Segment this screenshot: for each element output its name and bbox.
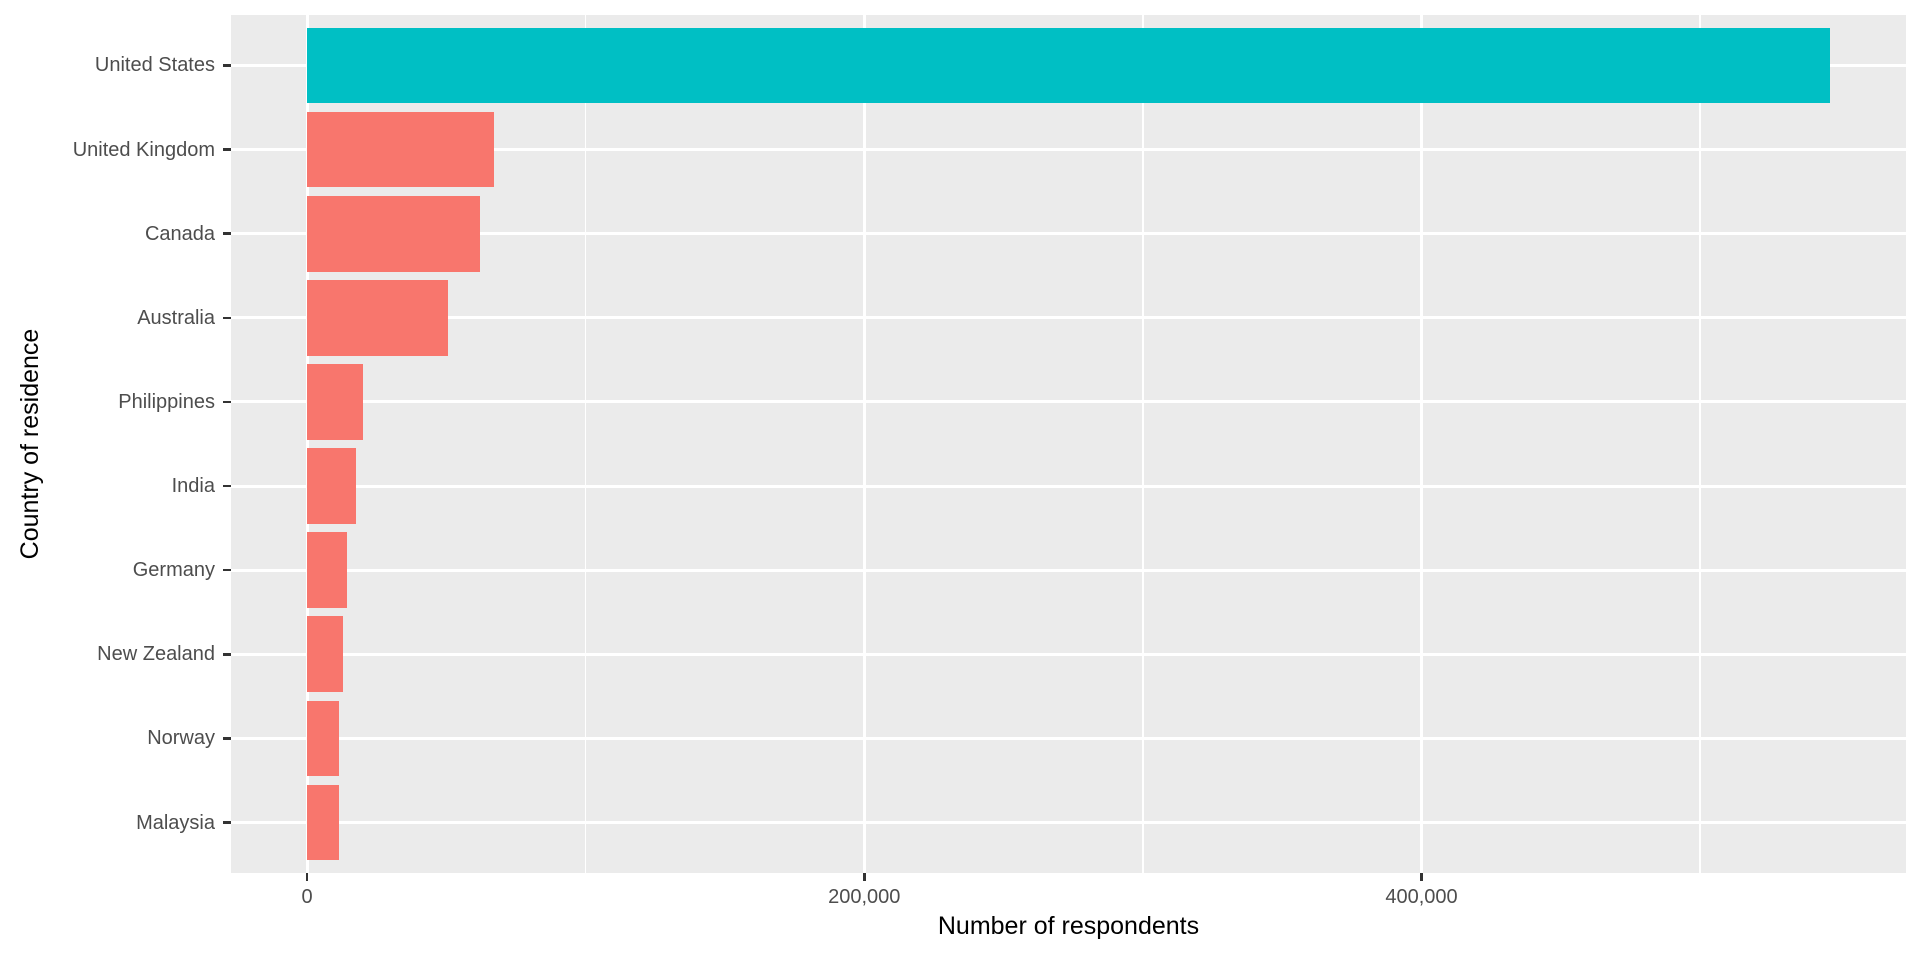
minor-vertical-gridline <box>1699 15 1701 873</box>
x-tick-mark <box>1420 873 1423 881</box>
y-tick-mark <box>223 484 231 488</box>
major-vertical-gridline <box>1419 15 1423 873</box>
y-tick-mark <box>223 653 231 656</box>
major-horizontal-gridline <box>231 821 1906 825</box>
x-tick-mark <box>305 873 309 881</box>
major-horizontal-gridline <box>231 736 1906 740</box>
x-axis-title: Number of respondents <box>937 912 1200 940</box>
x-tick-label: 400,000 <box>1385 886 1458 908</box>
plot-panel <box>231 15 1906 873</box>
y-tick-label: United States <box>94 54 215 77</box>
y-tick-label: Germany <box>132 559 215 582</box>
y-tick-mark <box>223 821 231 824</box>
y-tick-label: Australia <box>137 306 215 329</box>
y-tick-label: United Kingdom <box>72 138 215 161</box>
x-tick-label: 200,000 <box>828 886 901 908</box>
y-tick-mark <box>223 400 231 404</box>
x-tick-mark <box>863 873 866 881</box>
y-tick-mark <box>223 232 231 235</box>
bar-united-states <box>307 27 1830 104</box>
major-horizontal-gridline <box>231 400 1906 404</box>
y-tick-label: Canada <box>144 222 215 245</box>
x-tick-label: 0 <box>301 886 313 908</box>
minor-vertical-gridline <box>1142 15 1144 873</box>
bar-new-zealand <box>307 616 344 693</box>
major-horizontal-gridline <box>231 484 1906 488</box>
y-tick-label: New Zealand <box>97 643 215 666</box>
major-horizontal-gridline <box>231 232 1906 236</box>
bar-malaysia <box>307 784 340 861</box>
bar-germany <box>307 532 347 609</box>
y-tick-mark <box>223 568 231 572</box>
bar-canada <box>307 195 480 272</box>
bar-australia <box>307 279 449 356</box>
major-horizontal-gridline <box>231 148 1906 152</box>
bar-united-kingdom <box>307 111 494 188</box>
minor-vertical-gridline <box>584 15 587 873</box>
y-tick-mark <box>223 148 231 151</box>
major-vertical-gridline <box>862 15 866 873</box>
bar-norway <box>307 700 340 777</box>
major-horizontal-gridline <box>231 316 1906 320</box>
y-tick-label: India <box>171 475 215 498</box>
y-axis-title: Country of residence <box>16 328 44 560</box>
y-tick-mark <box>223 316 231 320</box>
y-tick-mark <box>223 737 231 740</box>
y-tick-label: Norway <box>147 727 215 750</box>
bar-philippines <box>307 364 363 440</box>
major-horizontal-gridline <box>231 652 1906 656</box>
y-tick-label: Philippines <box>118 390 215 413</box>
major-vertical-gridline <box>305 15 309 873</box>
major-horizontal-gridline <box>231 568 1906 572</box>
bar-india <box>307 448 357 524</box>
y-tick-label: Malaysia <box>136 811 215 834</box>
y-tick-mark <box>223 64 231 67</box>
